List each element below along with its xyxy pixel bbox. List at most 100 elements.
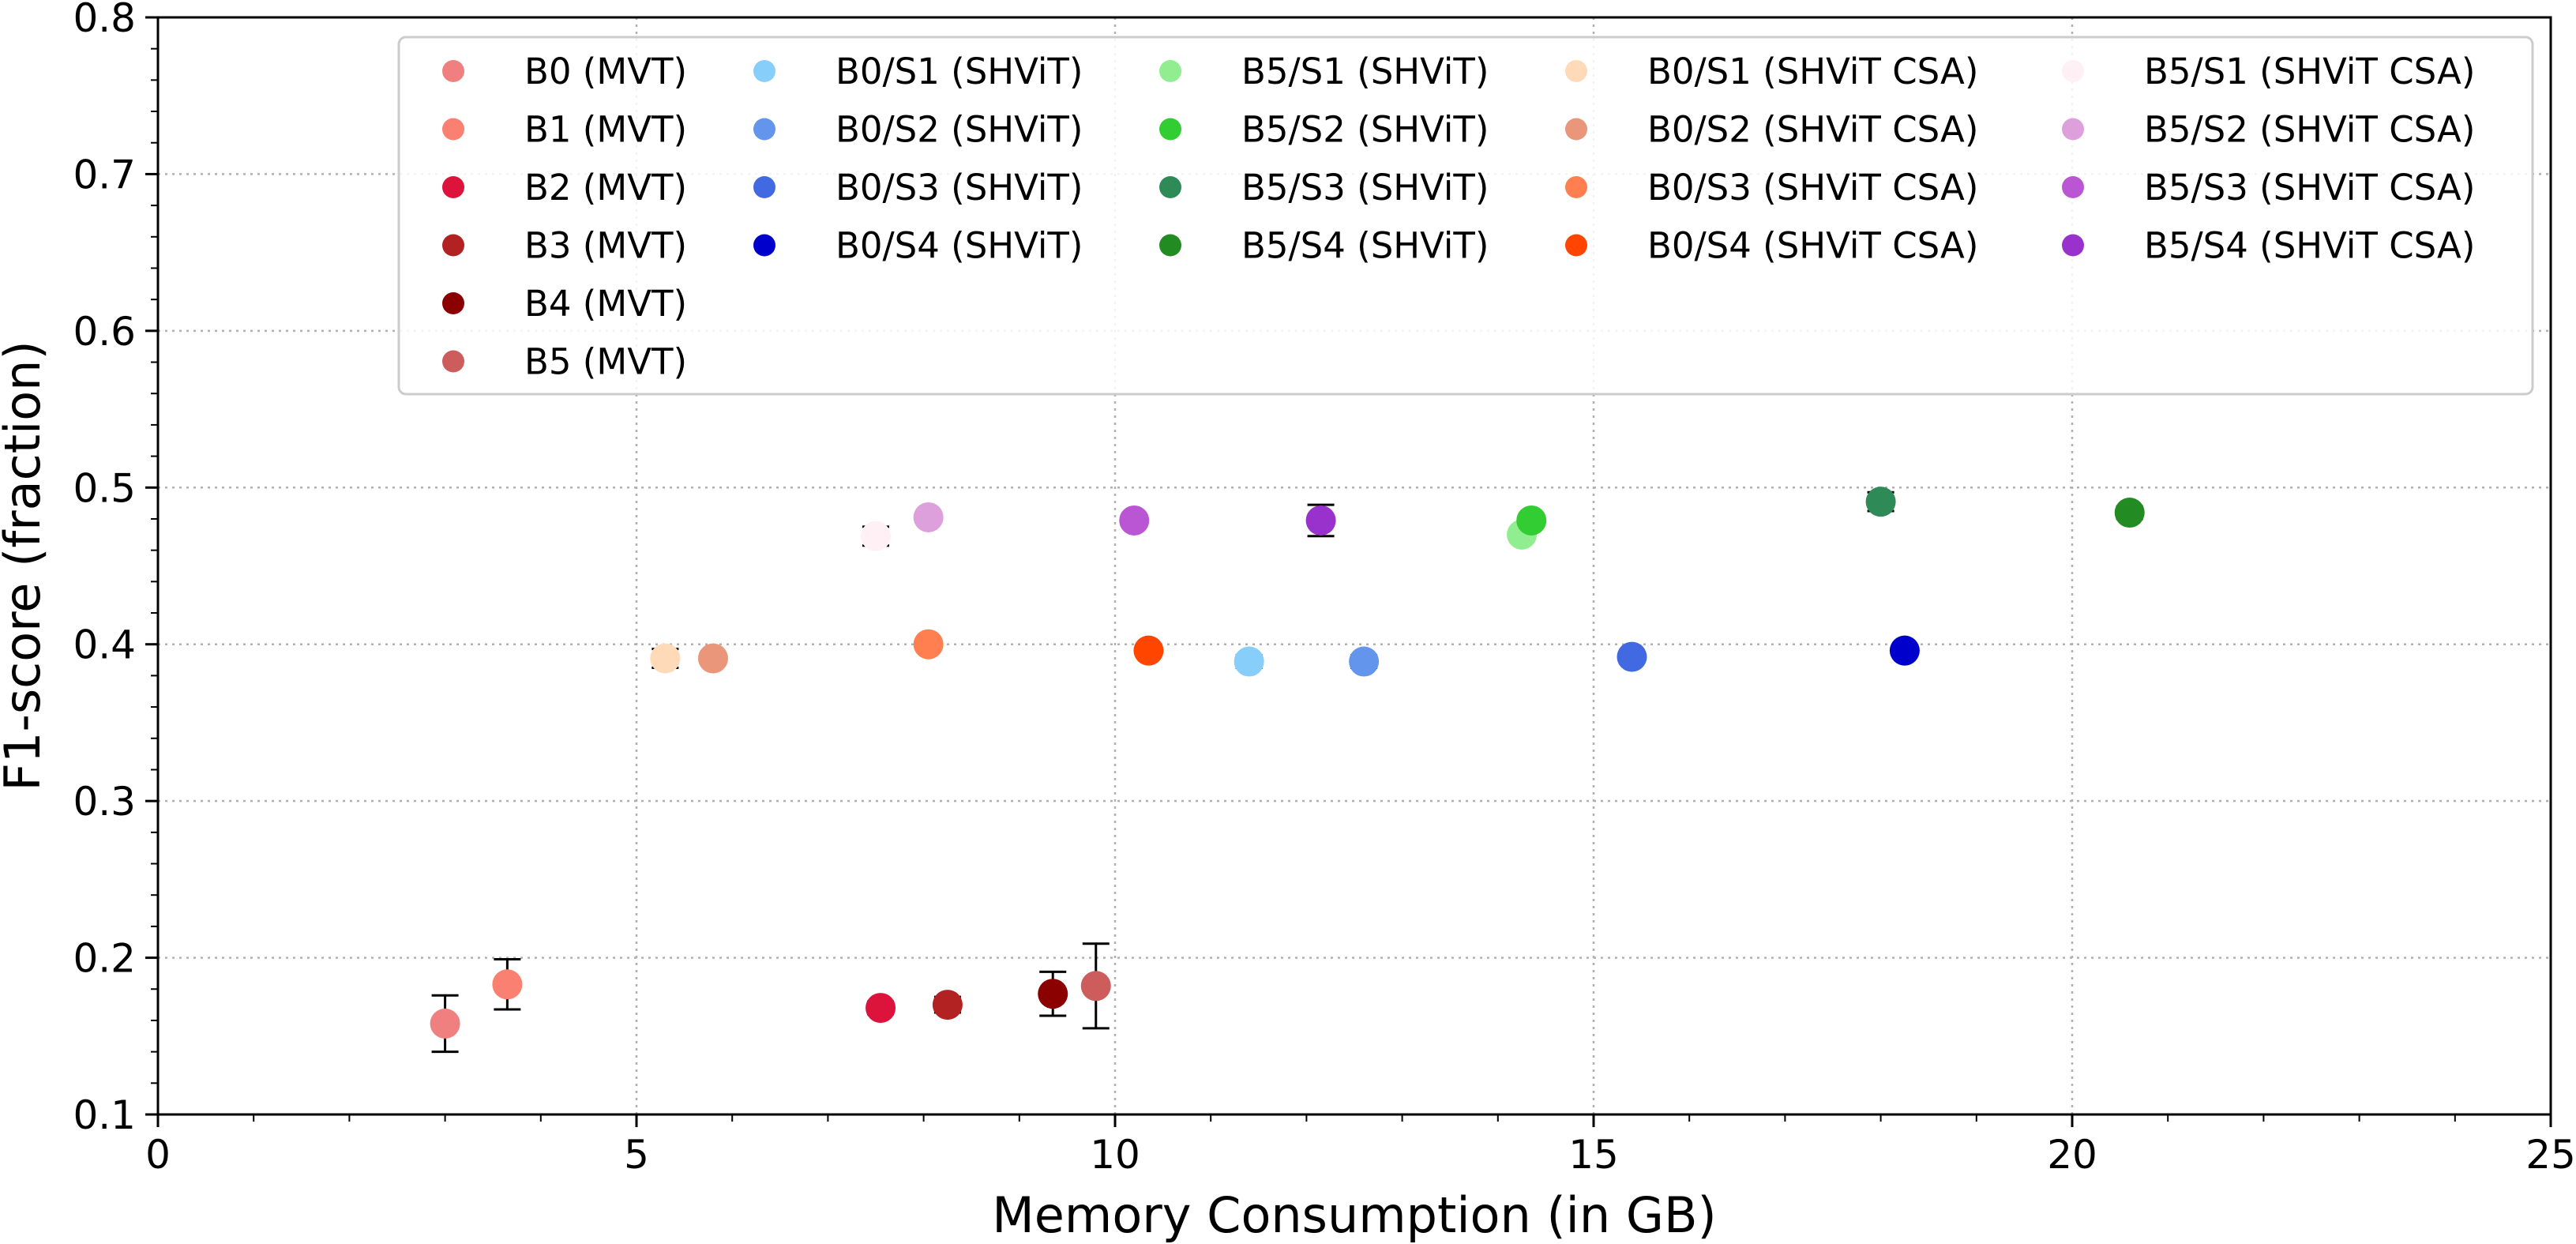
legend-label: B5/S1 (SHViT): [1241, 51, 1489, 92]
axes: [145, 16, 2552, 1127]
data-point: [650, 643, 681, 674]
legend-entry: B5/S2 (SHViT): [1159, 109, 1489, 151]
legend-marker: [753, 234, 775, 257]
legend-entry: B5/S1 (SHViT CSA): [2062, 51, 2475, 92]
y-tick-label: 0.8: [73, 0, 136, 41]
legend-marker: [1159, 234, 1181, 257]
legend-entry: B5/S3 (SHViT CSA): [2062, 167, 2475, 209]
scatter-marker: [430, 1008, 460, 1039]
legend: B0 (MVT) B1 (MVT) B2 (MVT) B3 (MVT) B4 (MVT)…: [397, 36, 2534, 396]
legend-marker: [1565, 234, 1587, 257]
legend-marker: [1565, 60, 1587, 82]
data-point: [1119, 505, 1150, 536]
legend-marker: [442, 176, 464, 198]
legend-box: [397, 36, 2534, 396]
scatter-marker: [1617, 641, 1647, 672]
y-tick-label: 0.4: [73, 622, 136, 668]
legend-label: B0/S4 (SHViT CSA): [1647, 225, 1978, 267]
legend-label: B0/S4 (SHViT): [836, 225, 1083, 267]
tick-labels: 0 5 10 15 20 25 0.1 0.2 0.3 0.4 0.5 0.6 0.7 0.8: [73, 0, 2575, 1178]
legend-marker: [1159, 60, 1181, 82]
legend-label: B0/S3 (SHViT CSA): [1647, 167, 1978, 209]
legend-entry: B1 (MVT): [442, 109, 687, 151]
x-tick-label: 0: [145, 1132, 171, 1178]
legend-label: B5/S3 (SHViT): [1241, 167, 1489, 209]
scatter-marker: [697, 643, 728, 674]
legend-entry: B0 (MVT): [442, 51, 687, 92]
scatter-marker: [492, 969, 523, 1000]
legend-marker: [753, 118, 775, 141]
data-point: [1349, 646, 1380, 677]
data-point: [1305, 503, 1336, 538]
data-point: [697, 643, 728, 674]
legend-entry: B5/S1 (SHViT): [1159, 51, 1489, 92]
legend-marker: [2062, 60, 2084, 82]
scatter-marker: [913, 502, 944, 532]
data-point: [1516, 505, 1547, 536]
legend-marker: [1565, 118, 1587, 141]
scatter-marker: [1133, 635, 1164, 666]
legend-label: B5/S4 (SHViT CSA): [2144, 225, 2475, 267]
legend-entry: B5 (MVT): [442, 341, 687, 383]
scatter-marker: [913, 629, 944, 660]
legend-entry: B5/S3 (SHViT): [1159, 167, 1489, 209]
scatter-marker: [932, 990, 963, 1020]
legend-entry: B0/S1 (SHViT CSA): [1565, 51, 1978, 92]
data-point: [430, 994, 460, 1054]
legend-label: B0/S1 (SHViT CSA): [1647, 51, 1978, 92]
legend-label: B3 (MVT): [524, 225, 687, 267]
scatter-marker: [1119, 505, 1150, 536]
legend-label: B5/S1 (SHViT CSA): [2144, 51, 2475, 92]
legend-entry: B5/S4 (SHViT CSA): [2062, 225, 2475, 267]
scatter-marker: [866, 993, 896, 1024]
y-tick-label: 0.7: [73, 152, 136, 197]
y-tick-label: 0.2: [73, 936, 136, 982]
legend-label: B5 (MVT): [524, 341, 687, 383]
data-point: [1889, 635, 1920, 666]
scatter-marker: [650, 643, 681, 674]
data-point: [2114, 498, 2145, 528]
legend-marker: [753, 176, 775, 198]
legend-marker: [442, 350, 464, 373]
scatter-marker: [1305, 505, 1336, 536]
legend-label: B4 (MVT): [524, 283, 687, 325]
scatter-marker: [1516, 505, 1547, 536]
legend-entry: B5/S2 (SHViT CSA): [2062, 109, 2475, 151]
legend-label: B5/S2 (SHViT CSA): [2144, 109, 2475, 151]
legend-label: B2 (MVT): [524, 167, 687, 209]
y-tick-label: 0.3: [73, 779, 136, 825]
legend-entry: B0/S3 (SHViT): [753, 167, 1083, 209]
scatter-marker: [1080, 971, 1111, 1002]
scatter-marker: [1234, 646, 1264, 677]
scatter-marker: [2114, 498, 2145, 528]
data-points: [430, 487, 2145, 1054]
scatter-marker: [1349, 646, 1380, 677]
legend-marker: [442, 292, 464, 314]
legend-marker: [1159, 176, 1181, 198]
x-tick-label: 20: [2047, 1132, 2097, 1178]
legend-label: B0/S1 (SHViT): [836, 51, 1083, 92]
scatter-marker: [1889, 635, 1920, 666]
legend-marker: [753, 60, 775, 82]
plot-frame: [156, 16, 2552, 1116]
legend-entry: B0/S2 (SHViT CSA): [1565, 109, 1978, 151]
legend-entry: B2 (MVT): [442, 167, 687, 209]
x-tick-label: 10: [1090, 1132, 1140, 1178]
x-tick-label: 25: [2525, 1132, 2576, 1178]
legend-entry: B0/S4 (SHViT CSA): [1565, 225, 1978, 267]
legend-entry: B5/S4 (SHViT): [1159, 225, 1489, 267]
data-point: [913, 502, 944, 532]
legend-entry: B0/S4 (SHViT): [753, 225, 1083, 267]
y-tick-label: 0.1: [73, 1092, 136, 1138]
scatter-marker: [861, 521, 891, 551]
legend-entry: B0/S3 (SHViT CSA): [1565, 167, 1978, 209]
scatter-marker: [1038, 979, 1068, 1009]
data-point: [1865, 487, 1896, 517]
data-point: [861, 521, 891, 551]
legend-marker: [1565, 176, 1587, 198]
legend-label: B0 (MVT): [524, 51, 687, 92]
data-point: [1080, 942, 1111, 1030]
legend-label: B5/S3 (SHViT CSA): [2144, 167, 2475, 209]
legend-label: B1 (MVT): [524, 109, 687, 151]
